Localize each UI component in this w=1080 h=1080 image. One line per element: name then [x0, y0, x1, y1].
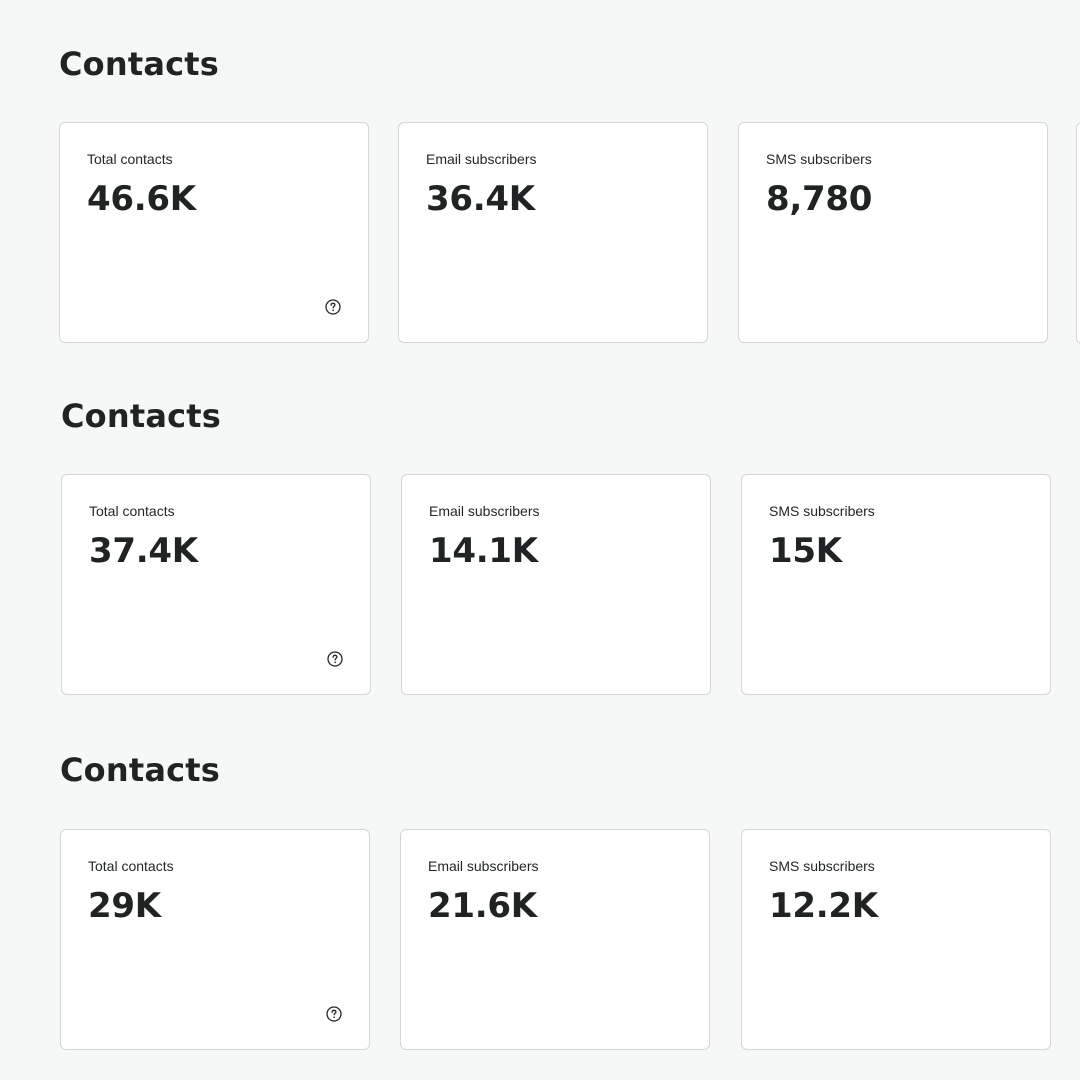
stat-card-email-subscribers: Email subscribers 14.1K	[401, 474, 711, 695]
stat-card-value: 46.6K	[87, 179, 196, 219]
stat-card-sms-subscribers: SMS subscribers 12.2K	[741, 829, 1051, 1050]
stat-card-total-contacts: Total contacts 37.4K	[61, 474, 371, 695]
section-title: Contacts	[59, 45, 220, 83]
stat-card-email-subscribers: Email subscribers 21.6K	[400, 829, 710, 1050]
help-circle-icon[interactable]	[327, 651, 343, 667]
stat-card-sms-subscribers: SMS subscribers 15K	[741, 474, 1051, 695]
stat-card-value: 15K	[769, 531, 842, 571]
stat-card-value: 37.4K	[89, 531, 198, 571]
stat-card-email-subscribers: Email subscribers 36.4K	[398, 122, 708, 343]
stat-card-label: Total contacts	[89, 503, 175, 519]
stat-card-value: 21.6K	[428, 886, 537, 926]
section-title: Contacts	[60, 751, 221, 789]
stat-card-label: SMS subscribers	[769, 503, 875, 519]
stat-card-sms-subscribers: SMS subscribers 8,780	[738, 122, 1048, 343]
stat-card-partial	[1076, 122, 1080, 344]
stat-card-label: Email subscribers	[429, 503, 540, 519]
stat-card-total-contacts: Total contacts 29K	[60, 829, 370, 1050]
stat-card-value: 14.1K	[429, 531, 538, 571]
stat-card-value: 8,780	[766, 179, 873, 219]
stat-card-label: SMS subscribers	[769, 858, 875, 874]
stat-card-label: Email subscribers	[428, 858, 539, 874]
stat-card-value: 12.2K	[769, 886, 878, 926]
stat-card-value: 36.4K	[426, 179, 535, 219]
help-circle-icon[interactable]	[325, 299, 341, 315]
stat-card-label: Total contacts	[88, 858, 174, 874]
stat-card-value: 29K	[88, 886, 161, 926]
stat-card-total-contacts: Total contacts 46.6K	[59, 122, 369, 343]
help-circle-icon[interactable]	[326, 1006, 342, 1022]
stat-card-label: SMS subscribers	[766, 151, 872, 167]
stat-card-label: Email subscribers	[426, 151, 537, 167]
section-title: Contacts	[61, 397, 222, 435]
stat-card-label: Total contacts	[87, 151, 173, 167]
